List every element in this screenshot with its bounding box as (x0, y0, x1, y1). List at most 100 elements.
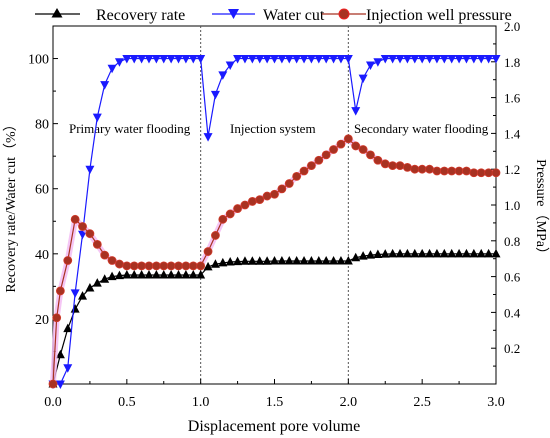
data-point (402, 163, 412, 172)
data-point (255, 256, 265, 265)
data-point (454, 55, 464, 64)
data-point (114, 270, 124, 280)
data-point (373, 155, 383, 165)
data-point (476, 168, 486, 178)
data-point (410, 164, 420, 174)
data-point (92, 278, 102, 287)
data-point (277, 255, 287, 265)
data-point (218, 71, 228, 80)
data-point (240, 200, 250, 210)
y-right-tick-label: 1.6 (504, 91, 521, 106)
data-point (277, 184, 287, 194)
data-point (491, 55, 501, 64)
data-point (395, 55, 405, 64)
data-point (351, 141, 361, 151)
data-point (144, 55, 154, 64)
data-point (358, 74, 368, 84)
data-point (299, 55, 309, 64)
data-point (137, 269, 147, 279)
data-point (70, 304, 80, 313)
data-point (395, 161, 405, 171)
data-point (270, 255, 279, 265)
data-point (166, 261, 176, 271)
data-point (373, 249, 383, 258)
y-axis-right-title: Pressure（MPa） (533, 159, 549, 261)
y-left-tick-label: 60 (35, 183, 49, 198)
data-point (358, 251, 368, 260)
y-axis-left-title: Recovery rate/Water cut（%） (3, 117, 19, 292)
y-left-tick-label: 100 (28, 53, 49, 68)
data-point (196, 55, 206, 64)
x-tick-label: 3.0 (487, 395, 505, 410)
x-tick-label: 0.5 (118, 395, 136, 410)
data-point (181, 261, 191, 271)
data-point (100, 250, 110, 260)
data-point (380, 249, 390, 258)
data-point (100, 81, 110, 90)
data-point (417, 248, 427, 258)
data-point (417, 164, 427, 174)
data-point (292, 55, 302, 64)
y-right-tick-label: 1.4 (504, 126, 521, 141)
data-point (351, 107, 361, 116)
data-point (351, 252, 361, 262)
data-point (48, 379, 58, 389)
data-point (174, 261, 183, 271)
legend-watercut-label: Water cut (263, 7, 325, 24)
data-point (85, 282, 95, 292)
annotation-secondary: Secondary water flooding (354, 121, 489, 136)
data-point (432, 248, 442, 258)
data-point (425, 248, 435, 258)
data-point (476, 55, 486, 64)
data-point (491, 168, 501, 178)
data-point (159, 55, 169, 64)
y-right-tick-label: 1.8 (504, 55, 520, 70)
data-point (78, 222, 87, 231)
data-point (432, 55, 442, 64)
data-point (270, 189, 279, 199)
data-point (284, 179, 294, 188)
data-point (240, 55, 250, 64)
y-right-tick-label: 1.0 (504, 198, 520, 213)
data-point (70, 289, 80, 298)
data-point (454, 248, 464, 258)
data-point (491, 248, 501, 258)
data-point (107, 256, 117, 265)
data-point (292, 171, 302, 181)
legend-pressure-marker (338, 8, 350, 20)
data-point (144, 269, 154, 279)
data-point (100, 274, 110, 283)
data-point (159, 261, 169, 271)
data-point (255, 195, 265, 205)
x-tick-label: 0.0 (44, 395, 62, 410)
data-point (329, 55, 339, 64)
data-point (284, 55, 294, 64)
data-point (329, 145, 338, 154)
data-point (188, 55, 198, 64)
data-point (321, 255, 331, 265)
data-point (166, 269, 176, 279)
data-point (388, 55, 398, 64)
data-point (484, 248, 494, 258)
data-point (55, 349, 65, 359)
data-point (181, 55, 191, 64)
data-point (402, 248, 412, 258)
x-axis: 0.0 0.5 1.0 1.5 2.0 2.5 3.0 (44, 379, 505, 410)
data-point (78, 230, 88, 240)
data-point (461, 55, 471, 64)
data-point (203, 261, 213, 271)
data-point (447, 248, 457, 258)
data-point (307, 161, 316, 171)
data-point (225, 209, 235, 219)
annotation-injection: Injection system (230, 121, 316, 136)
data-point (484, 168, 494, 178)
data-point (151, 261, 161, 271)
data-point (174, 269, 184, 279)
legend-pressure-label: Injection well pressure (366, 7, 512, 24)
series-water-cut-line (53, 57, 496, 385)
data-point (321, 55, 331, 64)
data-point (395, 248, 405, 258)
data-point (410, 55, 420, 64)
legend-watercut-marker (228, 9, 239, 19)
